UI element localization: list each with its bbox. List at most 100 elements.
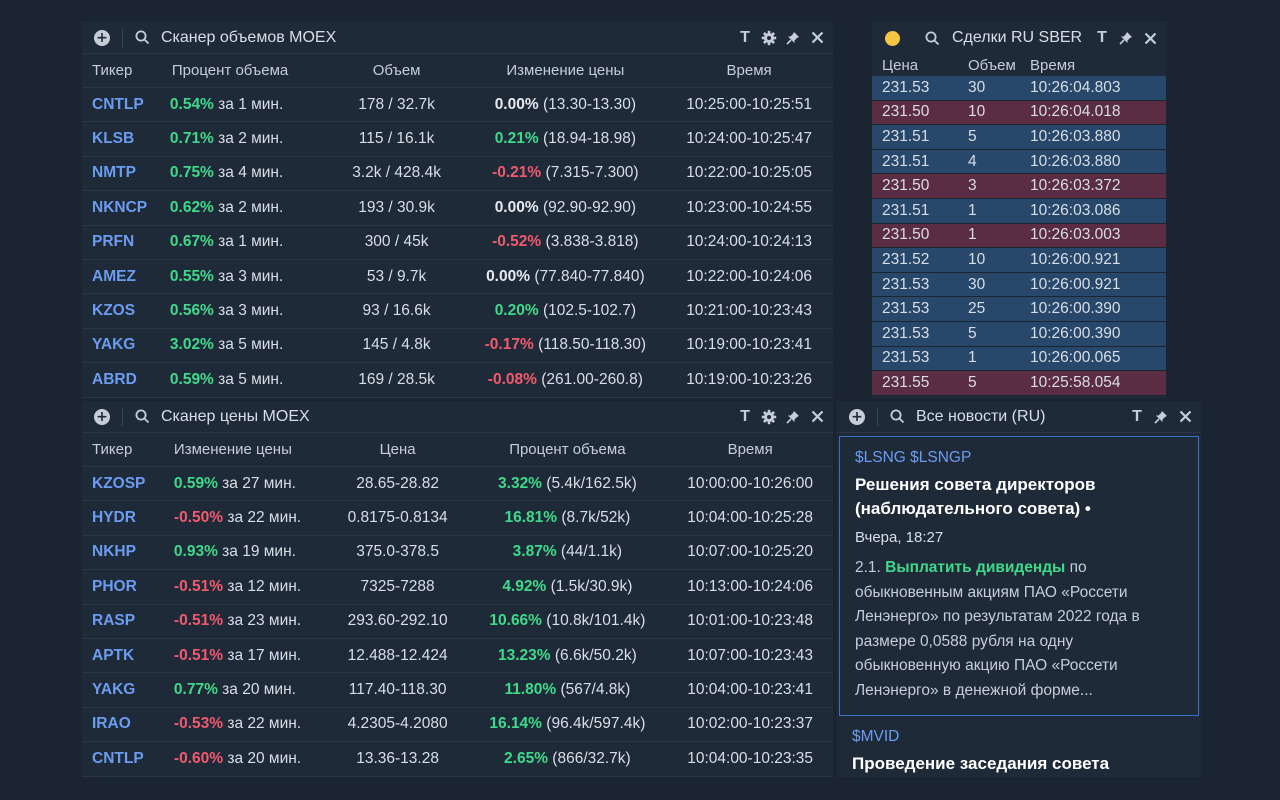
table-row[interactable]: KLSB 0.71% за 2 мин. 115 / 16.1k 0.21% (18.… [82, 122, 833, 157]
trade-row[interactable]: 231.55 5 10:25:58.054 [872, 371, 1166, 396]
table-row[interactable]: YAKG 3.02% за 5 мин. 145 / 4.8k -0.17% (118… [82, 329, 833, 364]
volume-percent-cell: 0.75% за 4 мин. [170, 164, 328, 182]
search-icon[interactable] [878, 409, 916, 424]
table-row[interactable]: CNTLP -0.60% за 20 мин. 13.36-13.28 2.65% (… [82, 742, 833, 777]
table-row[interactable]: NKNCP 0.62% за 2 мин. 193 / 30.9k 0.00% (92… [82, 191, 833, 226]
close-icon[interactable] [1177, 409, 1193, 425]
ticker-link[interactable]: NMTP [92, 164, 136, 182]
price-scanner-panel: + Сканер цены MOEX T Тикер Изменение цен… [82, 401, 833, 777]
column-header[interactable]: Процент объема [509, 441, 626, 458]
table-row[interactable]: KZOS 0.56% за 3 мин. 93 / 16.6k 0.20% (102.… [82, 294, 833, 329]
trade-row[interactable]: 231.50 3 10:26:03.372 [872, 174, 1166, 199]
trade-row[interactable]: 231.53 1 10:26:00.065 [872, 346, 1166, 372]
trade-row[interactable]: 231.50 10 10:26:04.018 [872, 100, 1166, 126]
text-size-icon[interactable]: T [1132, 407, 1142, 425]
price-change-cell: 0.00% (77.840-77.840) [465, 268, 665, 286]
text-size-icon[interactable]: T [1097, 29, 1107, 46]
table-row[interactable]: ABRD 0.59% за 5 мин. 169 / 28.5k -0.08% (26… [82, 363, 833, 398]
news-item[interactable]: $MVID Проведение заседания совета [837, 716, 1201, 777]
news-headline[interactable]: Проведение заседания совета [852, 754, 1110, 773]
close-icon[interactable] [1142, 30, 1158, 46]
table-row[interactable]: NKHP 0.93% за 19 мин. 375.0-378.5 3.87% (44… [82, 536, 833, 571]
column-header[interactable]: Время [726, 62, 772, 79]
table-row[interactable]: KZOSP 0.59% за 27 мин. 28.65-28.82 3.32% (5… [82, 467, 833, 502]
trade-row[interactable]: 231.53 5 10:26:00.390 [872, 321, 1166, 347]
column-header[interactable]: Цена [882, 56, 919, 74]
table-row[interactable]: PRFN 0.67% за 1 мин. 300 / 45k -0.52% (3.83… [82, 226, 833, 260]
ticker-link[interactable]: NKHP [92, 543, 136, 561]
column-header[interactable]: Время [1030, 56, 1076, 74]
table-row[interactable]: CNTLP 0.54% за 1 мин. 178 / 32.7k 0.00% (13… [82, 88, 833, 123]
divider [877, 407, 878, 426]
ticker-link[interactable]: KZOS [92, 302, 136, 320]
ticker-link[interactable]: NKNCP [92, 198, 148, 216]
close-icon[interactable] [809, 409, 825, 425]
column-header[interactable]: Тикер [92, 62, 133, 79]
ticker-link[interactable]: YAKG [92, 681, 136, 699]
table-row[interactable]: IRAO -0.53% за 22 мин. 4.2305-4.2080 16.14%… [82, 708, 833, 743]
ticker-link[interactable]: KLSB [92, 130, 135, 148]
column-header[interactable]: Объем [968, 56, 1016, 74]
ticker-link[interactable]: CNTLP [92, 749, 144, 767]
table-row[interactable]: HYDR -0.50% за 22 мин. 0.8175-0.8134 16.81%… [82, 501, 833, 536]
ticker-link[interactable]: YAKG [92, 336, 136, 354]
table-row[interactable]: PHOR -0.51% за 12 мин. 7325-7288 4.92% (1.5… [82, 570, 833, 605]
news-headline[interactable]: Решения совета директоров (наблюдательно… [855, 475, 1096, 518]
table-row[interactable]: NMTP 0.75% за 4 мин. 3.2k / 428.4k -0.21% (… [82, 157, 833, 192]
add-widget-button[interactable]: + [82, 29, 122, 46]
trades-rows: 231.53 30 10:26:04.803 231.50 10 10:26:04.018… [872, 76, 1166, 396]
pin-icon[interactable] [1153, 409, 1169, 425]
ticker-link[interactable]: PHOR [92, 577, 137, 595]
column-header[interactable]: Объем [372, 62, 421, 79]
ticker-link[interactable]: KZOSP [92, 474, 146, 492]
table-row[interactable]: APTK -0.51% за 17 мин. 12.488-12.424 13.23%… [82, 639, 833, 674]
search-icon[interactable] [123, 30, 161, 45]
table-row[interactable]: RASP -0.51% за 23 мин. 293.60-292.10 10.66%… [82, 605, 833, 639]
table-row[interactable]: AMEZ 0.55% за 3 мин. 53 / 9.7k 0.00% (77.84… [82, 260, 833, 295]
volume-percent-cell: 11.80% (567/4.8k) [468, 681, 668, 699]
column-header[interactable]: Тикер [92, 441, 133, 458]
trade-row[interactable]: 231.53 30 10:26:04.803 [872, 76, 1166, 101]
ticker-link[interactable]: CNTLP [92, 95, 144, 113]
trade-row[interactable]: 231.53 25 10:26:00.390 [872, 297, 1166, 322]
ticker-link[interactable]: RASP [92, 612, 136, 630]
trade-row[interactable]: 231.53 30 10:26:00.921 [872, 272, 1166, 298]
text-size-icon[interactable]: T [740, 28, 750, 46]
price-range: (7.315-7.300) [545, 164, 639, 182]
news-item-selected[interactable]: $LSNG $LSNGP Решения совета директоров (… [839, 436, 1199, 716]
ticker-link[interactable]: AMEZ [92, 267, 136, 285]
ticker-link[interactable]: APTK [92, 646, 135, 664]
add-widget-button[interactable]: + [837, 408, 877, 425]
ticker-link[interactable]: ABRD [92, 370, 137, 388]
trade-row[interactable]: 231.51 4 10:26:03.880 [872, 149, 1166, 175]
trade-row[interactable]: 231.50 1 10:26:03.003 [872, 223, 1166, 249]
column-header[interactable]: Время [727, 441, 773, 458]
column-header[interactable]: Цена [379, 441, 416, 458]
gear-icon[interactable] [761, 409, 777, 425]
search-icon[interactable] [123, 409, 161, 424]
add-widget-button[interactable]: + [82, 408, 122, 425]
column-header[interactable]: Изменение цены [506, 62, 625, 79]
text-size-icon[interactable]: T [740, 407, 750, 425]
pin-icon[interactable] [1118, 30, 1134, 46]
column-header[interactable]: Изменение цены [173, 441, 292, 458]
close-icon[interactable] [809, 30, 825, 46]
trade-row[interactable]: 231.51 5 10:26:03.880 [872, 125, 1166, 150]
news-tickers[interactable]: $MVID [852, 728, 900, 745]
ticker-link[interactable]: HYDR [92, 509, 136, 527]
trade-row[interactable]: 231.51 1 10:26:03.086 [872, 198, 1166, 224]
link-color-button[interactable] [872, 30, 912, 46]
column-header[interactable]: Процент объема [171, 62, 289, 79]
trades-table-header: Цена Объем Время [872, 54, 1166, 76]
price-range: (102.5-102.7) [542, 302, 637, 320]
pin-icon[interactable] [785, 409, 801, 425]
table-row[interactable]: YAKG 0.77% за 20 мин. 117.40-118.30 11.80% … [82, 673, 833, 708]
news-tickers[interactable]: $LSNG $LSNGP [855, 449, 972, 466]
gear-icon[interactable] [761, 30, 777, 46]
search-icon[interactable] [912, 31, 952, 46]
ticker-link[interactable]: PRFN [92, 233, 135, 251]
price-change: 0.00% [494, 198, 539, 216]
trade-row[interactable]: 231.52 10 10:26:00.921 [872, 248, 1166, 273]
ticker-link[interactable]: IRAO [92, 715, 131, 733]
pin-icon[interactable] [785, 30, 801, 46]
